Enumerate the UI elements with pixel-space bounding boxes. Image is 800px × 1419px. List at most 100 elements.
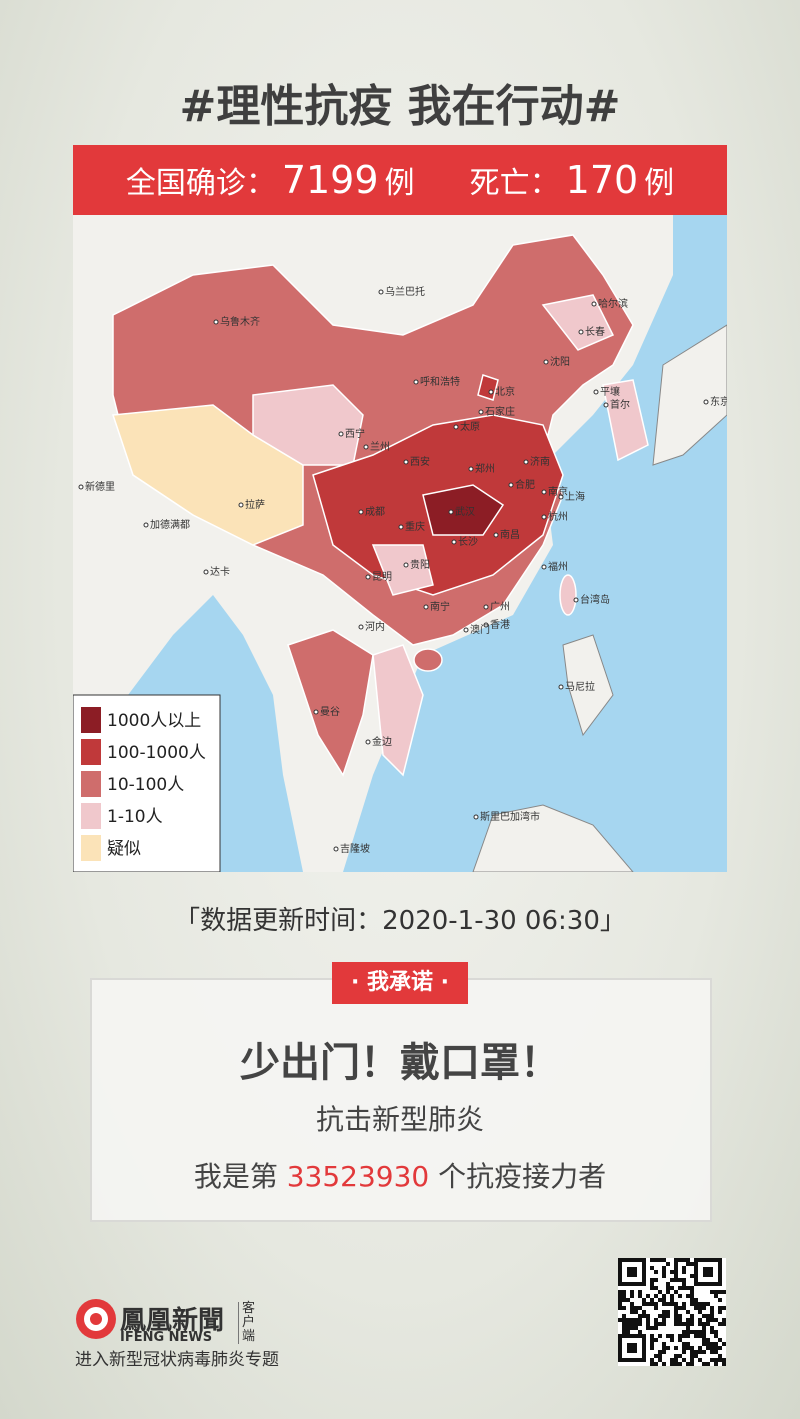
region <box>541 294 615 351</box>
qr-module <box>662 1318 666 1322</box>
qr-module <box>694 1302 698 1306</box>
qr-module <box>622 1290 626 1294</box>
qr-module <box>682 1258 686 1262</box>
city-label: 长沙 <box>458 536 478 548</box>
qr-module <box>714 1346 718 1350</box>
qr-module <box>698 1302 702 1306</box>
qr-module <box>622 1306 626 1310</box>
qr-module <box>690 1346 694 1350</box>
deaths-unit: 例 <box>644 166 675 201</box>
qr-module <box>630 1326 634 1330</box>
qr-module <box>654 1294 658 1298</box>
qr-module <box>718 1338 722 1342</box>
city-label: 重庆 <box>405 520 425 533</box>
city-label: 台湾岛 <box>580 593 610 606</box>
qr-module <box>722 1290 726 1294</box>
city-label: 马尼拉 <box>565 680 595 693</box>
qr-module <box>706 1314 710 1318</box>
qr-module <box>718 1358 722 1362</box>
qr-module <box>666 1310 670 1314</box>
legend-swatch <box>81 707 101 733</box>
qr-module <box>654 1258 658 1262</box>
qr-module <box>686 1322 690 1326</box>
qr-finder <box>627 1267 637 1277</box>
qr-module <box>702 1338 706 1342</box>
qr-module <box>674 1354 678 1358</box>
qr-module <box>622 1318 626 1322</box>
city-label: 拉萨 <box>245 498 265 511</box>
qr-module <box>690 1286 694 1290</box>
qr-module <box>646 1314 650 1318</box>
logo <box>76 1299 116 1339</box>
qr-module <box>658 1290 662 1294</box>
city-dot <box>365 574 371 580</box>
qr-module <box>658 1322 662 1326</box>
city-label: 香港 <box>490 619 510 631</box>
qr-module <box>654 1302 658 1306</box>
qr-module <box>678 1286 682 1290</box>
qr-module <box>662 1322 666 1326</box>
qr-module <box>718 1354 722 1358</box>
qr-module <box>650 1334 654 1338</box>
qr-module <box>666 1346 670 1350</box>
city-label: 南昌 <box>500 528 520 541</box>
qr-module <box>642 1310 646 1314</box>
city-dot <box>488 389 494 395</box>
qr-module <box>682 1266 686 1270</box>
qr-module <box>714 1330 718 1334</box>
qr-module <box>650 1358 654 1362</box>
qr-module <box>618 1306 622 1310</box>
city-dot <box>378 289 384 295</box>
qr-module <box>678 1314 682 1318</box>
qr-module <box>626 1298 630 1302</box>
city-dot <box>78 484 84 490</box>
qr-module <box>674 1310 678 1314</box>
sea <box>343 215 727 872</box>
qr-module <box>654 1326 658 1330</box>
city-dot <box>541 489 547 495</box>
topic-link[interactable]: 进入新型冠状病毒肺炎专题 <box>75 1350 279 1370</box>
qr-module <box>690 1290 694 1294</box>
region <box>287 629 374 777</box>
qr-module <box>718 1306 722 1310</box>
city-label: 新德里 <box>85 480 115 493</box>
city-dot <box>593 389 599 395</box>
qr-module <box>662 1302 666 1306</box>
qr-module <box>670 1286 674 1290</box>
qr-module <box>710 1326 714 1330</box>
qr-module <box>670 1338 674 1342</box>
confirmed-count: 7199 <box>281 158 379 202</box>
qr-module <box>662 1298 666 1302</box>
qr-module <box>670 1302 674 1306</box>
region <box>422 484 505 536</box>
qr-module <box>710 1330 714 1334</box>
city-dot <box>338 431 344 437</box>
pledge-box <box>90 978 712 1222</box>
qr-module <box>658 1314 662 1318</box>
stats-banner: 全国确诊： 7199 例 死亡： 170 例 <box>73 145 727 215</box>
qr-module <box>698 1318 702 1322</box>
qr-module <box>710 1310 714 1314</box>
qr-module <box>630 1318 634 1322</box>
qr-module <box>678 1338 682 1342</box>
qr-module <box>706 1302 710 1306</box>
qr-module <box>690 1294 694 1298</box>
qr-module <box>698 1346 702 1350</box>
qr-module <box>686 1326 690 1330</box>
qr-module <box>682 1358 686 1362</box>
qr-module <box>698 1358 702 1362</box>
qr-module <box>686 1286 690 1290</box>
update-time: 「数据更新时间：2020-1-30 06:30」 <box>174 906 626 936</box>
qr-module <box>642 1298 646 1302</box>
qr-module <box>718 1290 722 1294</box>
qr-module <box>722 1342 726 1346</box>
qr-module <box>706 1322 710 1326</box>
qr-module <box>658 1258 662 1262</box>
qr-module <box>666 1286 670 1290</box>
qr-module <box>722 1318 726 1322</box>
qr-module <box>626 1318 630 1322</box>
city-dot <box>448 509 454 515</box>
qr-module <box>690 1298 694 1302</box>
qr-module <box>702 1302 706 1306</box>
city-label: 成都 <box>365 506 385 518</box>
